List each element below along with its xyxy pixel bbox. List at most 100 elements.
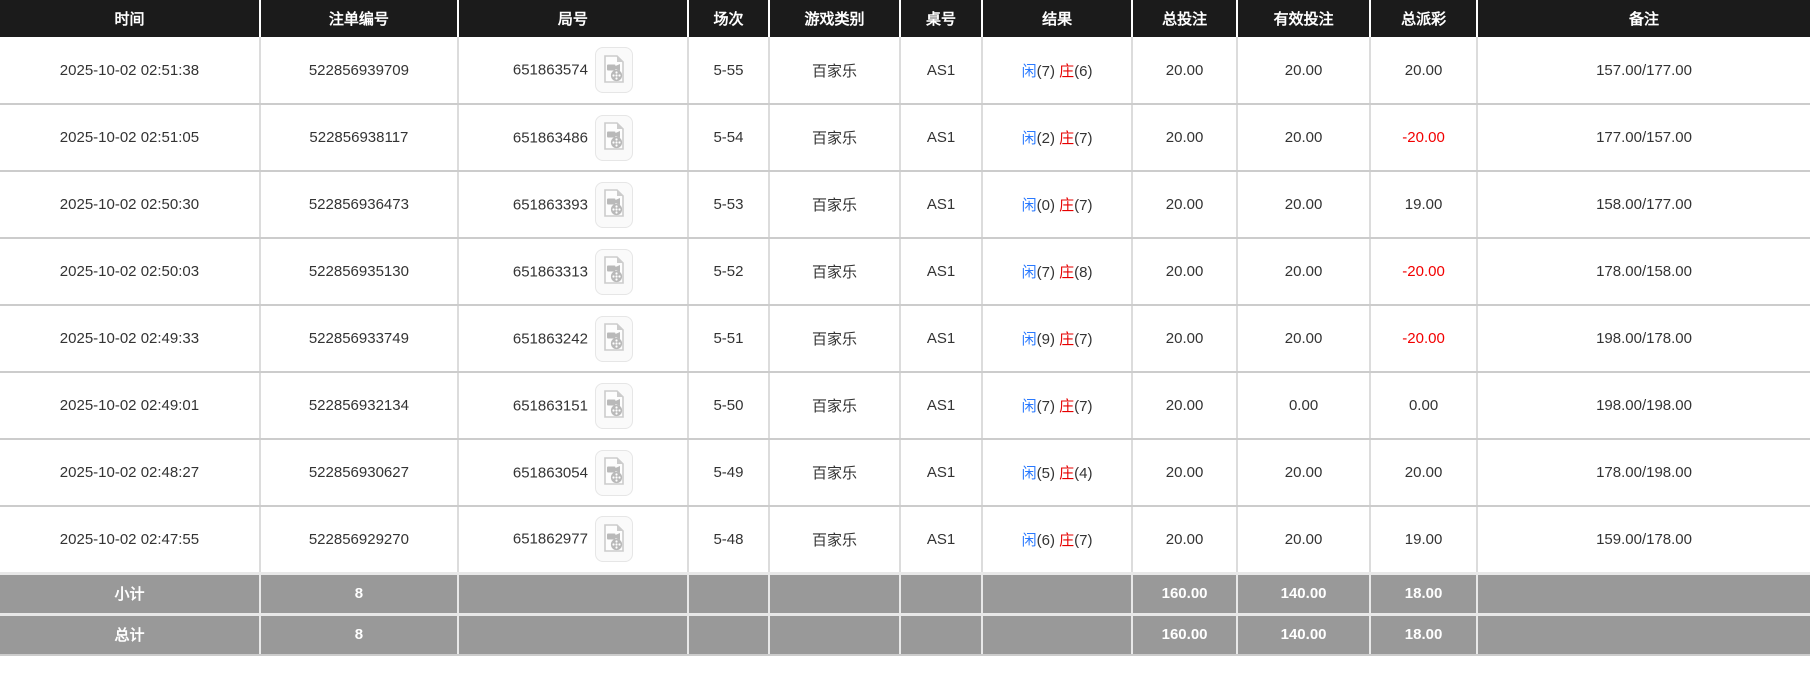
total-valid-bet: 140.00 — [1237, 612, 1372, 656]
result-banker-score: (7) — [1074, 130, 1093, 147]
result-player-label: 闲 — [1021, 398, 1037, 415]
payout-value: 19.00 — [1404, 530, 1443, 548]
table-body: 2025-10-02 02:51:38 522856939709 6518635… — [0, 37, 1810, 574]
table-row: 2025-10-02 02:48:27 522856930627 6518630… — [0, 439, 1810, 507]
cell-round: 651863393 — [457, 171, 689, 239]
result-player-score: (2) — [1036, 130, 1055, 147]
payout-value: -20.00 — [1402, 330, 1445, 347]
cell-valid-bet: 20.00 — [1237, 506, 1372, 574]
result-player-score: (5) — [1036, 465, 1055, 482]
total-empty-session — [687, 612, 771, 656]
total-row: 总计 8 160.00 140.00 18.00 — [0, 612, 1810, 656]
cell-table-no: AS1 — [900, 37, 984, 105]
result-player-score: (9) — [1036, 331, 1055, 348]
cell-table-no: AS1 — [900, 171, 984, 239]
result-player-label: 闲 — [1021, 130, 1037, 147]
video-replay-button[interactable] — [594, 382, 633, 429]
cell-round: 651863486 — [457, 104, 689, 172]
result-player-label: 闲 — [1021, 264, 1037, 281]
cell-time: 2025-10-02 02:49:01 — [0, 372, 261, 440]
cell-remark: 157.00/177.00 — [1477, 37, 1810, 105]
video-replay-button[interactable] — [594, 181, 633, 228]
subtotal-valid-bet: 140.00 — [1237, 571, 1372, 614]
cell-total-payout: 0.00 — [1370, 372, 1479, 440]
cell-bet-id: 522856929270 — [259, 506, 459, 574]
cell-bet-id: 522856938117 — [259, 104, 459, 172]
cell-table-no: AS1 — [900, 104, 984, 172]
result-player-score: (6) — [1036, 531, 1055, 549]
cell-total-bet: 20.00 — [1132, 37, 1239, 105]
cell-valid-bet: 20.00 — [1237, 104, 1372, 172]
table-footer: 小计 8 160.00 140.00 18.00 总计 8 160.00 140… — [0, 571, 1810, 656]
cell-total-bet: 20.00 — [1132, 305, 1239, 373]
table-row: 2025-10-02 02:49:33 522856933749 6518632… — [0, 305, 1810, 373]
cell-game-type: 百家乐 — [769, 439, 902, 507]
cell-bet-id: 522856935130 — [259, 238, 459, 306]
payout-value: -20.00 — [1402, 129, 1445, 146]
subtotal-total-payout: 18.00 — [1370, 571, 1479, 614]
round-number: 651863313 — [512, 263, 588, 280]
video-replay-button[interactable] — [594, 114, 633, 161]
result-banker-score: (7) — [1074, 531, 1093, 549]
subtotal-total-bet: 160.00 — [1132, 571, 1239, 614]
cell-valid-bet: 20.00 — [1237, 37, 1372, 105]
video-replay-button[interactable] — [594, 315, 633, 362]
subtotal-count: 8 — [259, 571, 459, 614]
cell-remark: 158.00/177.00 — [1477, 171, 1810, 239]
payout-value: 20.00 — [1404, 61, 1443, 79]
subtotal-label: 小计 — [0, 571, 261, 614]
table-row: 2025-10-02 02:51:05 522856938117 6518634… — [0, 104, 1810, 172]
cell-result: 闲(0) 庄(7) — [982, 171, 1134, 239]
result-banker-label: 庄 — [1059, 130, 1075, 147]
result-player-label: 闲 — [1021, 62, 1037, 80]
video-file-icon — [603, 256, 625, 287]
cell-table-no: AS1 — [900, 238, 984, 306]
video-replay-button[interactable] — [594, 47, 633, 93]
cell-total-payout: 20.00 — [1370, 439, 1479, 507]
cell-total-payout: -20.00 — [1370, 238, 1479, 306]
cell-bet-id: 522856936473 — [259, 171, 459, 239]
video-replay-button[interactable] — [594, 449, 633, 496]
cell-game-type: 百家乐 — [769, 104, 902, 172]
cell-remark: 178.00/198.00 — [1477, 439, 1810, 507]
result-banker-score: (6) — [1074, 62, 1093, 80]
table-row: 2025-10-02 02:50:30 522856936473 6518633… — [0, 171, 1810, 239]
result-player-label: 闲 — [1021, 531, 1037, 549]
video-replay-button[interactable] — [594, 516, 633, 563]
cell-remark: 159.00/178.00 — [1477, 506, 1810, 574]
result-player-label: 闲 — [1021, 331, 1037, 348]
video-replay-button[interactable] — [594, 248, 633, 295]
result-player-score: (7) — [1036, 398, 1055, 415]
cell-total-payout: 20.00 — [1370, 37, 1479, 105]
col-header-table-no: 桌号 — [900, 0, 984, 37]
result-banker-label: 庄 — [1059, 531, 1075, 549]
col-header-session: 场次 — [687, 0, 771, 37]
cell-time: 2025-10-02 02:50:30 — [0, 171, 261, 239]
cell-time: 2025-10-02 02:47:55 — [0, 506, 261, 574]
cell-session: 5-50 — [687, 372, 771, 440]
payout-value: 0.00 — [1408, 397, 1439, 414]
total-label: 总计 — [0, 612, 261, 656]
cell-total-payout: -20.00 — [1370, 104, 1479, 172]
total-total-bet: 160.00 — [1132, 612, 1239, 656]
cell-remark: 177.00/157.00 — [1477, 104, 1810, 172]
result-banker-score: (4) — [1074, 465, 1093, 482]
result-banker-score: (7) — [1074, 398, 1093, 415]
subtotal-row: 小计 8 160.00 140.00 18.00 — [0, 571, 1810, 614]
cell-remark: 178.00/158.00 — [1477, 238, 1810, 306]
col-header-result: 结果 — [982, 0, 1134, 37]
result-banker-label: 庄 — [1059, 264, 1075, 281]
total-empty-game-type — [769, 612, 902, 656]
cell-round: 651862977 — [457, 506, 689, 574]
cell-result: 闲(7) 庄(6) — [982, 37, 1134, 105]
result-banker-score: (8) — [1074, 264, 1093, 281]
cell-game-type: 百家乐 — [769, 372, 902, 440]
cell-table-no: AS1 — [900, 305, 984, 373]
payout-value: 20.00 — [1404, 464, 1443, 481]
cell-time: 2025-10-02 02:51:38 — [0, 37, 261, 105]
cell-result: 闲(5) 庄(4) — [982, 439, 1134, 507]
result-player-score: (7) — [1036, 264, 1055, 281]
cell-round: 651863313 — [457, 238, 689, 306]
cell-result: 闲(6) 庄(7) — [982, 506, 1134, 574]
total-total-payout: 18.00 — [1370, 612, 1479, 656]
